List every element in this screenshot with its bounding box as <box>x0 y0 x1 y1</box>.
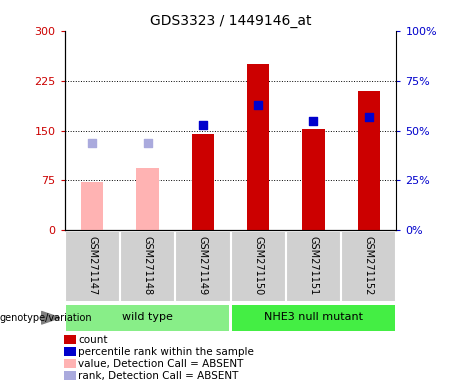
Text: GSM271152: GSM271152 <box>364 236 374 295</box>
Bar <box>358 91 380 230</box>
Text: GSM271147: GSM271147 <box>87 236 97 295</box>
Text: genotype/variation: genotype/variation <box>0 313 93 323</box>
Bar <box>247 64 269 230</box>
Text: count: count <box>78 335 108 345</box>
Point <box>89 139 96 146</box>
Bar <box>65 305 230 331</box>
Text: value, Detection Call = ABSENT: value, Detection Call = ABSENT <box>78 359 244 369</box>
Point <box>310 118 317 124</box>
Text: GSM271148: GSM271148 <box>142 236 153 295</box>
Point <box>199 121 207 127</box>
Bar <box>231 305 396 331</box>
Text: GSM271150: GSM271150 <box>253 236 263 295</box>
Bar <box>192 134 214 230</box>
Bar <box>81 182 103 230</box>
Polygon shape <box>41 311 60 324</box>
Point <box>365 114 372 120</box>
Bar <box>302 129 325 230</box>
Bar <box>136 169 159 230</box>
Title: GDS3323 / 1449146_at: GDS3323 / 1449146_at <box>150 14 311 28</box>
Point <box>254 101 262 108</box>
Text: GSM271149: GSM271149 <box>198 236 208 295</box>
Text: GSM271151: GSM271151 <box>308 236 319 295</box>
Text: rank, Detection Call = ABSENT: rank, Detection Call = ABSENT <box>78 371 239 381</box>
Text: NHE3 null mutant: NHE3 null mutant <box>264 312 363 322</box>
Text: percentile rank within the sample: percentile rank within the sample <box>78 347 254 357</box>
Point <box>144 139 151 146</box>
Text: wild type: wild type <box>122 312 173 322</box>
